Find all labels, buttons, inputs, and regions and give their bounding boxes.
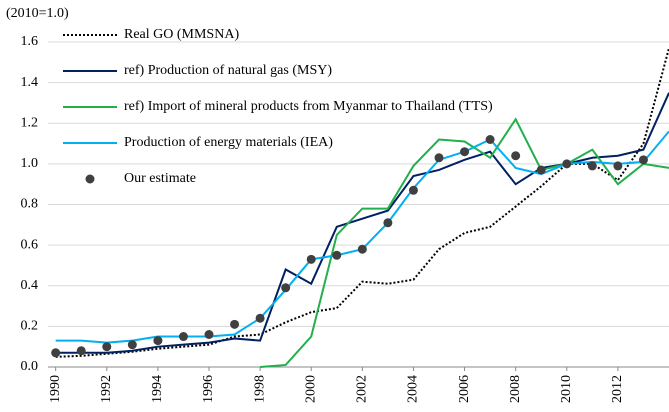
data-point: [485, 135, 495, 144]
data-point: [536, 165, 546, 175]
x-tick-label: 2012: [610, 375, 625, 403]
legend-label: Real GO (MMSNA): [124, 27, 239, 42]
x-tick-label: 2000: [303, 375, 318, 403]
x-tick-label: 1990: [48, 375, 63, 403]
y-tick-label: 1.2: [21, 115, 39, 130]
data-point: [562, 159, 572, 169]
y-tick-label: 1.6: [21, 34, 39, 49]
data-point: [76, 346, 86, 356]
data-point: [281, 283, 291, 293]
x-tick-label: 2008: [508, 375, 523, 403]
data-point: [613, 161, 623, 171]
x-tick-label: 1992: [99, 375, 114, 403]
data-point: [587, 161, 597, 171]
data-point: [357, 244, 367, 254]
series-line: [55, 92, 669, 354]
y-tick-label: 0.2: [21, 319, 39, 334]
y-tick-label: 0.4: [21, 278, 39, 293]
y-axis-label: (2010=1.0): [6, 6, 69, 21]
legend-label: ref) Production of natural gas (MSY): [124, 63, 332, 78]
data-point: [51, 348, 61, 358]
data-point: [230, 319, 240, 329]
data-point: [638, 155, 648, 165]
data-point: [204, 330, 214, 339]
legend-label: Production of energy materials (IEA): [124, 135, 333, 150]
data-point: [511, 151, 521, 161]
data-point: [460, 147, 470, 157]
y-tick-label: 1.0: [21, 156, 39, 171]
y-tick-label: 0.6: [21, 237, 39, 252]
x-tick-label: 2002: [355, 375, 370, 403]
x-tick-label: 1996: [201, 375, 216, 403]
x-tick-label: 1998: [252, 375, 267, 403]
x-tick-label: 2004: [406, 375, 421, 403]
data-point: [332, 250, 342, 260]
legend-marker: [85, 174, 95, 184]
series-line: [55, 130, 669, 344]
data-point: [255, 313, 265, 323]
x-tick-label: 2010: [559, 375, 574, 403]
data-point: [434, 153, 444, 163]
legend-label: Our estimate: [124, 171, 196, 186]
data-point: [408, 185, 418, 195]
legend-label: ref) Import of mineral products from Mya…: [124, 99, 493, 114]
data-point: [102, 342, 112, 352]
series-line: [55, 47, 669, 358]
data-point: [178, 332, 188, 342]
data-point: [127, 340, 137, 350]
data-point: [306, 254, 316, 264]
y-tick-label: 0.0: [21, 359, 39, 374]
data-point: [153, 336, 163, 346]
x-tick-label: 1994: [150, 375, 165, 403]
y-tick-label: 0.8: [21, 197, 39, 212]
data-point: [383, 218, 393, 228]
x-tick-label: 2006: [457, 375, 472, 403]
y-tick-label: 1.4: [21, 75, 39, 90]
series-line: [260, 117, 669, 368]
